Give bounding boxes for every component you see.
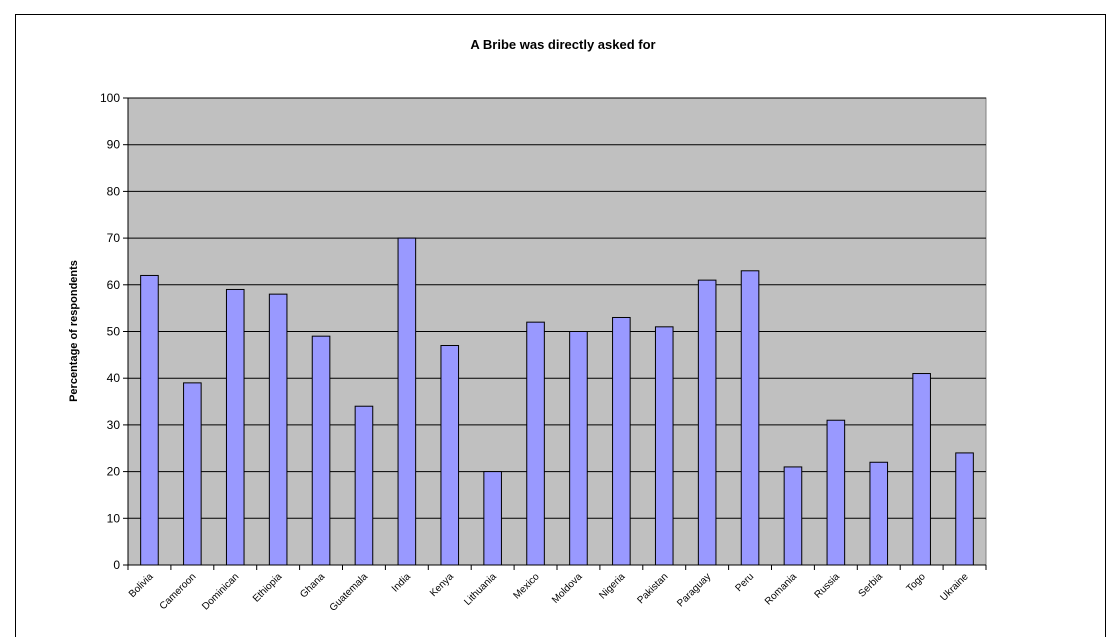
bar-dominican	[225, 288, 245, 566]
bar-moldova	[569, 331, 588, 566]
bar-chart: A Bribe was directly asked for Percentag…	[68, 37, 987, 614]
x-category-label: Ethiopia	[251, 571, 285, 605]
bar-bolivia	[140, 274, 159, 566]
y-tick-label: 20	[107, 465, 121, 479]
y-tick-label: 80	[107, 184, 121, 198]
y-tick-label: 70	[107, 231, 121, 245]
y-tick-label: 60	[107, 278, 121, 292]
x-category-label: Lithuania	[462, 571, 499, 608]
x-category-label: Kenya	[428, 571, 456, 599]
x-category-label: Ghana	[298, 571, 327, 600]
bar-pakistan	[654, 326, 674, 566]
bar-ghana	[311, 335, 331, 566]
x-category-label: Cameroon	[158, 571, 199, 612]
bar-ethiopia	[268, 293, 288, 566]
y-tick-label: 10	[107, 511, 121, 525]
y-tick-label: 30	[107, 418, 121, 432]
bar-russia	[826, 419, 846, 566]
bar-india	[397, 237, 417, 566]
bar-cameroon	[183, 382, 202, 566]
y-tick-label: 90	[107, 138, 121, 152]
chart-frame: A Bribe was directly asked for Percentag…	[15, 14, 1106, 637]
y-tick-label: 0	[113, 558, 120, 572]
bar-paraguay	[697, 279, 717, 566]
x-category-label: Dominican	[200, 571, 241, 612]
y-tick-label: 50	[107, 325, 121, 339]
bar-serbia	[869, 461, 889, 566]
bar-peru	[740, 270, 760, 566]
x-category-label: Paraguay	[675, 571, 713, 609]
y-axis-title: Percentage of respondents	[68, 260, 80, 402]
x-category-label: Moldova	[550, 571, 585, 606]
bar-lithuania	[483, 471, 502, 566]
bar-guatemala	[354, 405, 374, 566]
y-tick-label: 40	[107, 371, 121, 385]
x-category-label: Pakistan	[635, 571, 670, 606]
x-category-label: Bolivia	[127, 571, 156, 600]
bar-nigeria	[612, 316, 631, 566]
y-tick-label: 100	[100, 91, 120, 105]
x-category-label: India	[390, 571, 413, 594]
x-category-label: Togo	[905, 571, 928, 594]
x-category-label: Romania	[763, 571, 799, 607]
x-category-label: Serbia	[857, 571, 886, 600]
bar-romania	[783, 466, 803, 566]
bar-mexico	[526, 321, 545, 566]
x-category-label: Guatemala	[328, 571, 371, 614]
bar-ukraine	[955, 452, 974, 566]
x-category-label: Ukraine	[939, 571, 971, 603]
x-category-label: Russia	[813, 571, 843, 601]
bar-togo	[912, 373, 931, 566]
bar-kenya	[440, 345, 460, 566]
plot-area: 0 10 20 30 40 50 60 70 80 90 100 Bolivia Cameroon Dom…	[100, 91, 987, 614]
x-category-label: Mexico	[511, 571, 541, 601]
chart-title: A Bribe was directly asked for	[470, 37, 655, 52]
x-category-label: Peru	[733, 571, 756, 594]
x-category-label: Nigeria	[597, 571, 627, 601]
